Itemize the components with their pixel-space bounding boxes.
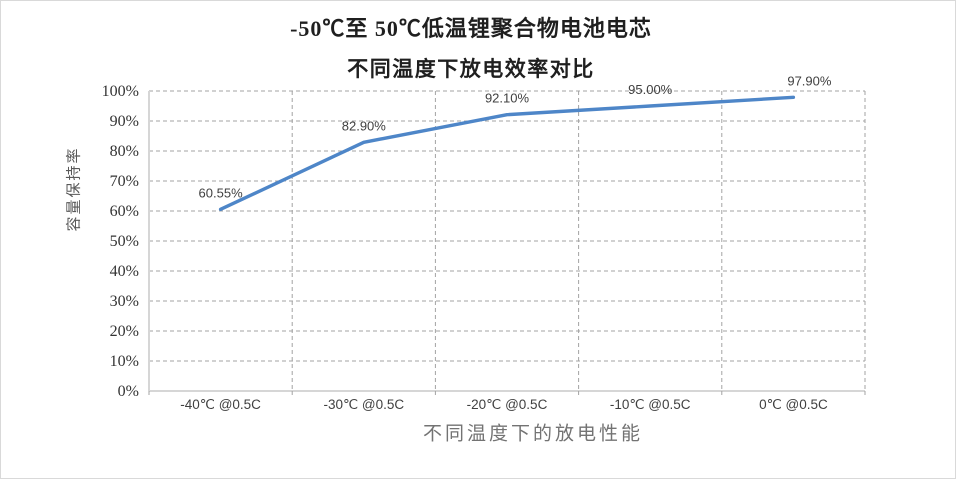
data-label: 82.90% <box>342 118 387 133</box>
y-tick-label: 20% <box>110 323 139 340</box>
y-tick-label: 100% <box>102 83 139 100</box>
x-tick-label: -30℃ @0.5C <box>323 397 404 412</box>
y-tick-label: 10% <box>110 353 139 370</box>
data-label: 92.10% <box>485 91 530 106</box>
x-tick-label: -10℃ @0.5C <box>610 397 691 412</box>
page-title: -50℃至 50℃低温锂聚合物电池电芯 <box>290 16 652 41</box>
x-tick-label: -20℃ @0.5C <box>467 397 548 412</box>
y-tick-label: 30% <box>110 293 139 310</box>
chart-title: 不同温度下放电效率对比 <box>347 57 595 81</box>
data-label: 60.55% <box>199 185 244 200</box>
series-line <box>218 95 796 212</box>
y-tick-label: 90% <box>110 113 139 130</box>
data-label: 95.00% <box>628 82 673 97</box>
y-tick-label: 60% <box>110 203 139 220</box>
x-tick-label: 0℃ @0.5C <box>759 397 828 412</box>
x-axis-title: 不同温度下的放电性能 <box>422 423 644 445</box>
y-tick-label: 50% <box>110 233 139 250</box>
y-tick-label: 0% <box>118 383 139 400</box>
y-tick-label: 70% <box>110 173 139 190</box>
x-tick-label: -40℃ @0.5C <box>180 397 261 412</box>
y-tick-label: 80% <box>110 143 139 160</box>
data-label: 97.90% <box>787 73 832 88</box>
y-tick-label: 40% <box>110 263 139 280</box>
